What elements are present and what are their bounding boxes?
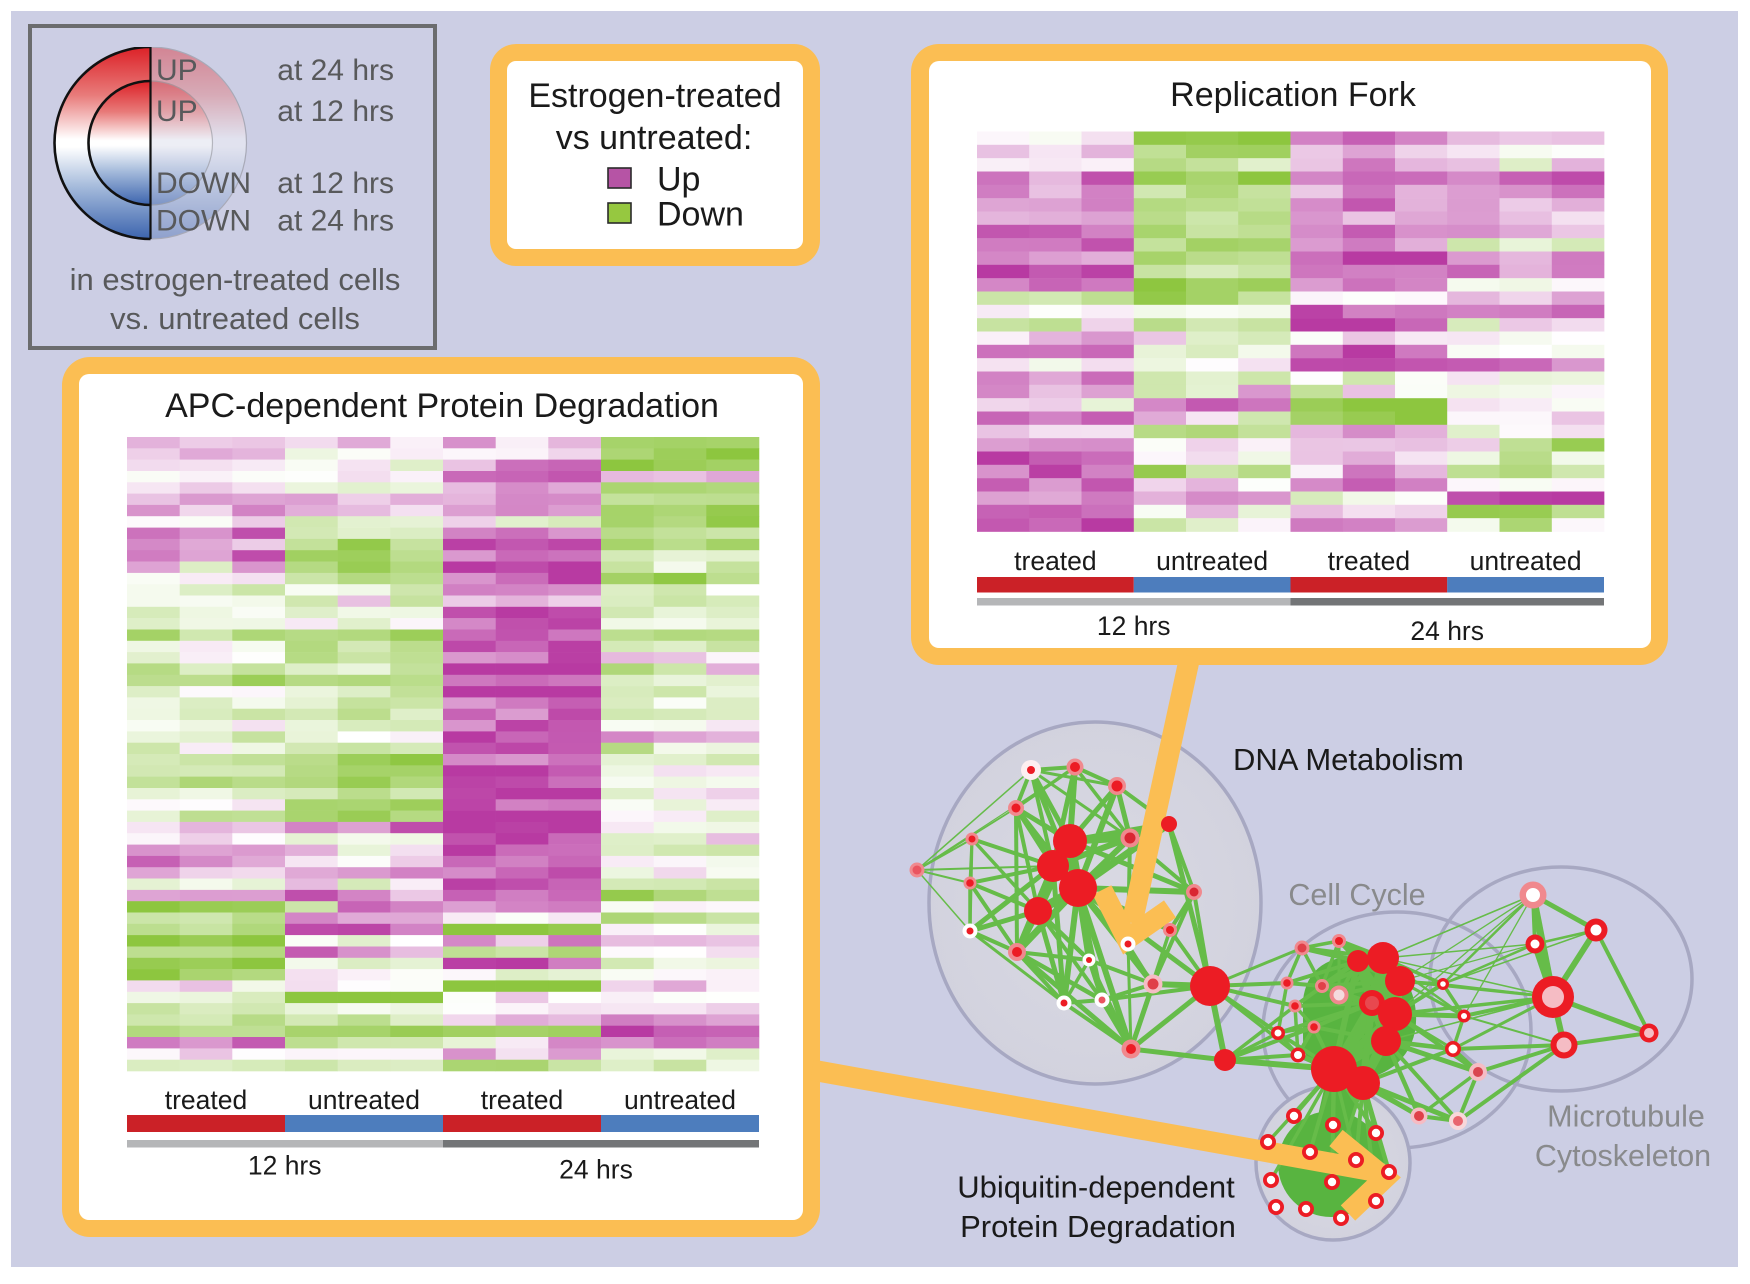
svg-text:treated: treated bbox=[1014, 546, 1097, 576]
svg-text:at 12 hrs: at 12 hrs bbox=[277, 167, 394, 200]
svg-text:12 hrs: 12 hrs bbox=[1097, 611, 1171, 641]
svg-text:untreated: untreated bbox=[1156, 546, 1268, 576]
svg-text:Ubiquitin-dependent: Ubiquitin-dependent bbox=[957, 1170, 1235, 1205]
svg-text:treated: treated bbox=[165, 1085, 248, 1115]
svg-text:Microtubule: Microtubule bbox=[1547, 1100, 1705, 1134]
svg-text:Cell Cycle: Cell Cycle bbox=[1288, 878, 1425, 912]
svg-text:24 hrs: 24 hrs bbox=[559, 1154, 633, 1184]
svg-text:Replication Fork: Replication Fork bbox=[1170, 76, 1417, 114]
svg-text:12 hrs: 12 hrs bbox=[248, 1151, 322, 1181]
svg-text:untreated: untreated bbox=[624, 1085, 736, 1115]
svg-text:at 24 hrs: at 24 hrs bbox=[277, 205, 394, 238]
svg-text:Estrogen-treated: Estrogen-treated bbox=[528, 77, 781, 115]
svg-text:vs untreated:: vs untreated: bbox=[556, 119, 753, 157]
svg-text:DNA Metabolism: DNA Metabolism bbox=[1233, 742, 1464, 777]
svg-text:UP: UP bbox=[156, 54, 198, 87]
svg-text:treated: treated bbox=[1328, 546, 1411, 576]
svg-text:24 hrs: 24 hrs bbox=[1410, 616, 1484, 646]
svg-text:treated: treated bbox=[481, 1085, 564, 1115]
svg-text:at 24 hrs: at 24 hrs bbox=[277, 54, 394, 87]
svg-text:untreated: untreated bbox=[1470, 546, 1582, 576]
svg-text:vs. untreated cells: vs. untreated cells bbox=[110, 301, 360, 336]
svg-text:Protein Degradation: Protein Degradation bbox=[960, 1209, 1236, 1244]
svg-text:UP: UP bbox=[156, 95, 198, 128]
svg-text:DOWN: DOWN bbox=[156, 167, 251, 200]
svg-text:Down: Down bbox=[657, 196, 744, 234]
svg-text:untreated: untreated bbox=[308, 1085, 420, 1115]
svg-text:in estrogen-treated cells: in estrogen-treated cells bbox=[70, 262, 401, 297]
svg-text:Up: Up bbox=[657, 161, 700, 199]
svg-text:APC-dependent Protein Degradat: APC-dependent Protein Degradation bbox=[165, 387, 719, 425]
svg-text:DOWN: DOWN bbox=[156, 205, 251, 238]
svg-text:Cytoskeleton: Cytoskeleton bbox=[1535, 1139, 1711, 1173]
svg-text:at 12 hrs: at 12 hrs bbox=[277, 95, 394, 128]
